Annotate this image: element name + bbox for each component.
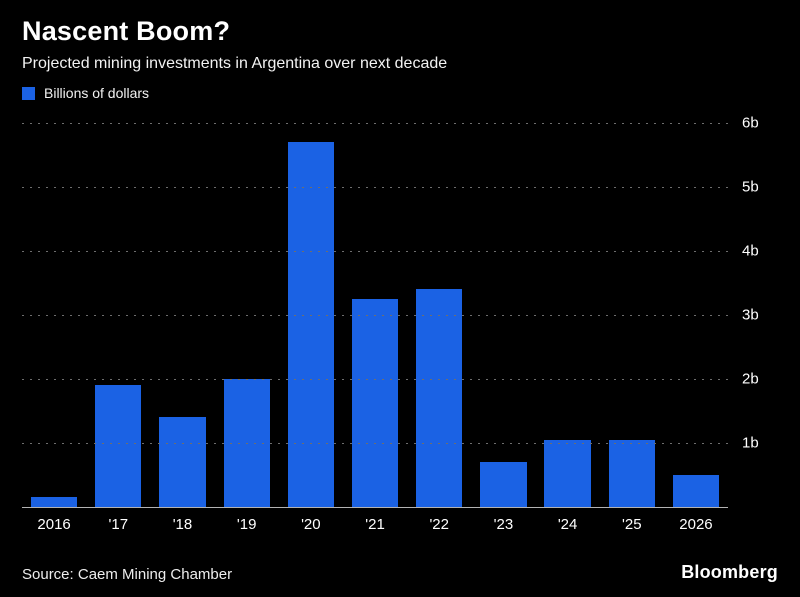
bar-slot bbox=[600, 123, 664, 507]
x-axis-tick-label: '19 bbox=[236, 516, 257, 533]
gridline bbox=[22, 379, 728, 380]
bar-slot bbox=[22, 123, 86, 507]
gridline bbox=[22, 315, 728, 316]
legend: Billions of dollars bbox=[22, 85, 778, 101]
bar-slot bbox=[407, 123, 471, 507]
y-axis-tick-label: 4b bbox=[742, 242, 759, 260]
bar-slot bbox=[279, 123, 343, 507]
x-axis: 2016 '17 '18 '19 '20 '21 '22 '23 '24 '25 2026 bbox=[22, 516, 728, 533]
x-axis-tick-label: 2026 bbox=[679, 516, 713, 533]
bloomberg-logo: Bloomberg bbox=[681, 562, 778, 582]
y-axis-tick-label: 2b bbox=[742, 370, 759, 388]
bar-'18 bbox=[159, 417, 206, 507]
gridline bbox=[22, 251, 728, 252]
plot-area: 6b 5b 4b 3b 2b 1b bbox=[22, 115, 759, 508]
bar-2016 bbox=[30, 497, 78, 507]
gridline bbox=[22, 443, 728, 444]
x-axis-tick-label: '24 bbox=[557, 516, 578, 533]
bar-'25 bbox=[608, 439, 655, 507]
y-axis-tick-label: 3b bbox=[742, 306, 759, 324]
gridline bbox=[22, 123, 728, 124]
bar-'20 bbox=[287, 142, 334, 507]
footer: Source: Caem Mining Chamber Bloomberg bbox=[22, 562, 778, 583]
x-axis-tick-label: '20 bbox=[301, 516, 321, 533]
chart-subtitle: Projected mining investments in Argentin… bbox=[22, 55, 448, 72]
bar-slot bbox=[86, 123, 150, 507]
y-axis-tick-label: 6b bbox=[742, 114, 759, 132]
legend-label: Billions of dollars bbox=[44, 85, 150, 101]
x-axis-tick-label: '22 bbox=[429, 516, 449, 533]
bar-'21 bbox=[351, 299, 399, 507]
bar-'23 bbox=[480, 462, 527, 507]
bar-series bbox=[22, 123, 728, 507]
legend-swatch-icon bbox=[22, 86, 35, 100]
gridline bbox=[22, 187, 728, 188]
bar-slot bbox=[150, 123, 214, 507]
bar-slot bbox=[343, 123, 407, 507]
x-axis-tick-label: '21 bbox=[365, 516, 385, 533]
y-axis-tick-label: 1b bbox=[742, 434, 759, 452]
bar-'22 bbox=[416, 289, 463, 507]
y-axis-tick-label: 5b bbox=[742, 178, 759, 196]
x-axis-tick-label: 2016 bbox=[37, 516, 71, 533]
source-credit: Source: Caem Mining Chamber bbox=[22, 566, 233, 583]
x-axis-tick-label: '25 bbox=[622, 516, 642, 533]
x-axis-tick-label: '23 bbox=[493, 516, 514, 533]
chart-title: Nascent Boom? bbox=[22, 16, 231, 46]
bar-'24 bbox=[544, 439, 591, 507]
bar-slot bbox=[664, 123, 728, 507]
bar-2026 bbox=[672, 475, 720, 507]
bar-'17 bbox=[95, 385, 142, 507]
bar-slot bbox=[471, 123, 535, 507]
bar-slot bbox=[536, 123, 600, 507]
x-axis-tick-label: '18 bbox=[172, 516, 193, 533]
x-axis-tick-label: '17 bbox=[108, 516, 129, 533]
